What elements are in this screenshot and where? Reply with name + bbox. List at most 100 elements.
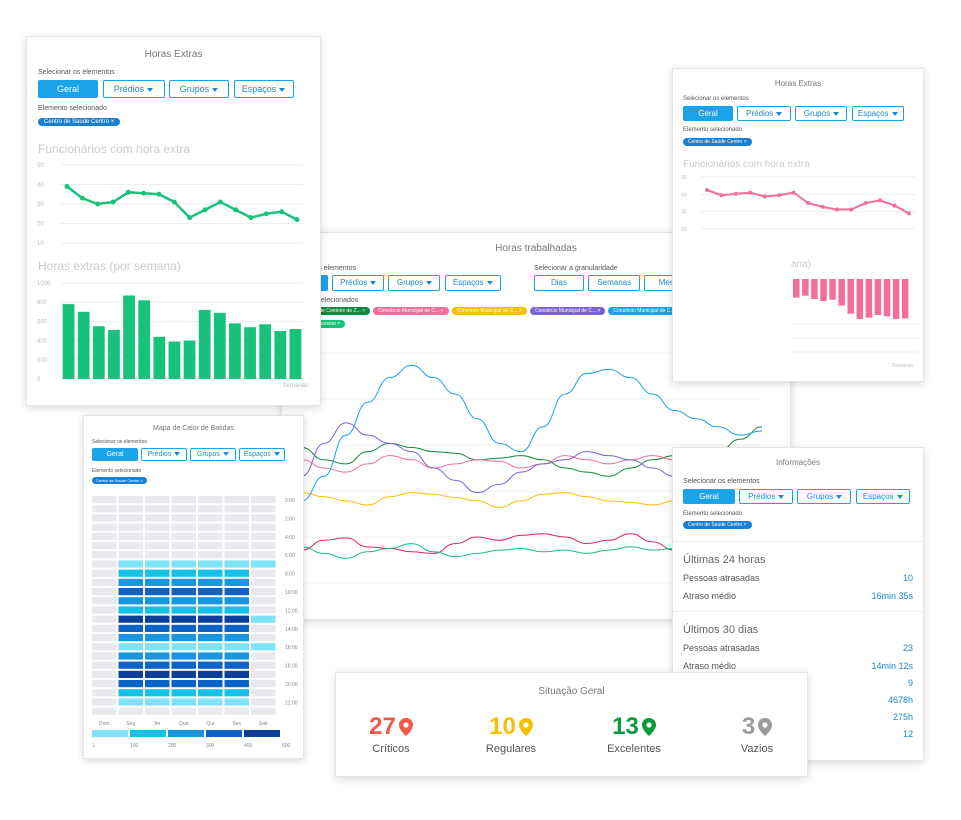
y-tick-label: 0 — [37, 377, 41, 382]
heatmap-cell — [92, 569, 117, 577]
grupos-dropdown[interactable]: Grupos — [795, 106, 848, 121]
data-point — [202, 207, 208, 213]
heatmap-cell — [92, 588, 117, 596]
element-filter-buttons: Geral Prédios Grupos Espaços — [683, 489, 910, 504]
heatmap-cell — [171, 542, 196, 550]
heatmap-cell — [251, 542, 276, 550]
heatmap-cell — [251, 661, 276, 669]
heatmap-cell — [198, 615, 223, 623]
selected-element-chip[interactable]: Centro de Controle de Z... × — [297, 307, 371, 315]
heatmap-cell — [171, 680, 196, 688]
selected-element-chip[interactable]: Consórcio Municipal de C... × — [529, 307, 606, 315]
predios-dropdown[interactable]: Prédios — [332, 275, 385, 291]
predios-dropdown[interactable]: Prédios — [737, 106, 792, 121]
espacos-dropdown[interactable]: Espaços — [851, 106, 904, 121]
espacos-dropdown[interactable]: Espaços — [444, 275, 501, 291]
avg-delay-row: Atraso médio 16min 35s — [683, 591, 913, 601]
selected-element-chip[interactable]: Consórcio Municipal de C... × — [373, 307, 449, 315]
y-tick-label: 40 — [37, 183, 44, 189]
heatmap-cell — [171, 560, 196, 568]
dias-button[interactable]: Dias — [534, 275, 584, 291]
grupos-dropdown[interactable]: Grupos — [388, 275, 441, 291]
predios-dropdown[interactable]: Prédios — [739, 489, 794, 504]
heatmap-cell — [145, 624, 170, 632]
heatmap-cell — [198, 680, 223, 688]
card-title: Informações — [775, 458, 821, 467]
grupos-dropdown[interactable]: Grupos — [797, 489, 852, 504]
geral-button[interactable]: Geral — [683, 489, 735, 504]
geral-button[interactable]: Geral — [92, 448, 138, 461]
data-point — [110, 199, 116, 205]
heatmap-cell — [92, 634, 117, 642]
heatmap-cell — [224, 652, 249, 660]
bar — [802, 279, 809, 296]
select-elements-label: Selecionar os elementos — [683, 478, 760, 485]
heatmap-cell — [118, 496, 143, 504]
espacos-dropdown[interactable]: Espaços — [238, 448, 285, 461]
overtime-card-pink: Horas Extras Selecionar os elementos Ger… — [672, 68, 924, 382]
geral-button[interactable]: Geral — [38, 80, 98, 98]
status-item: 10 Regulares — [476, 713, 546, 755]
heatmap-cell — [224, 496, 249, 504]
grupos-dropdown[interactable]: Grupos — [169, 80, 230, 98]
heatmap-cell — [171, 643, 196, 651]
legend-tick-label: 200 — [168, 743, 177, 749]
semanas-button[interactable]: Semanas — [588, 275, 641, 291]
predios-dropdown[interactable]: Prédios — [102, 80, 165, 98]
y-tick-label: 20 — [37, 222, 44, 228]
espacos-dropdown[interactable]: Espaços — [855, 489, 910, 504]
heatmap-cell — [251, 652, 276, 660]
legend-tick-label: 400 — [244, 743, 253, 749]
espacos-dropdown[interactable]: Espaços — [233, 80, 294, 98]
employees-overtime-title: Funcionários com hora extra — [38, 142, 191, 156]
selected-element-chip[interactable]: Consórcio Municipal de C... × — [608, 307, 684, 315]
heatmap-cell — [118, 634, 143, 642]
heatmap-cell — [224, 532, 249, 540]
heatmap-cell — [198, 569, 223, 577]
heatmap-cell — [171, 615, 196, 623]
granularity-buttons: Dias Semanas Meses — [534, 275, 697, 291]
heatmap-cell — [145, 597, 170, 605]
heatmap-cell — [251, 680, 276, 688]
heatmap-cell — [92, 523, 117, 531]
selected-element-chip[interactable]: Centro de Saúde Centro × — [38, 118, 121, 126]
geral-button[interactable]: Geral — [683, 106, 733, 121]
x-axis-label: Semanas — [282, 383, 308, 389]
predios-dropdown[interactable]: Prédios — [140, 448, 187, 461]
bar — [274, 331, 287, 379]
data-point — [125, 189, 131, 195]
data-point — [233, 207, 239, 213]
row-label: 20:00 — [285, 682, 298, 688]
row-label: 16:00 — [285, 645, 298, 651]
card-title: Horas Extras — [144, 49, 203, 60]
selected-element-chip[interactable]: Centro de Saúde Centro × — [92, 477, 147, 484]
x-axis-label: Semanas — [891, 363, 913, 369]
y-tick-label: 200 — [37, 358, 48, 364]
heatmap-cell — [251, 634, 276, 642]
heatmap-cell — [118, 578, 143, 586]
heatmap-cell — [171, 505, 196, 513]
heatmap-cell — [198, 560, 223, 568]
legend-swatch — [206, 730, 242, 737]
selected-element-chip[interactable]: Centro de Saúde Centro × — [683, 138, 752, 146]
bar — [168, 341, 181, 379]
bar — [901, 279, 909, 319]
heatmap-cell — [118, 689, 143, 697]
selected-element-chip[interactable]: Centro de Saúde Centro × — [683, 521, 752, 529]
bar — [123, 295, 135, 379]
heatmap-cell — [251, 698, 276, 706]
grupos-dropdown[interactable]: Grupos — [189, 448, 236, 461]
heatmap-cell — [224, 661, 249, 669]
heatmap-cell — [171, 578, 196, 586]
legend-swatch — [244, 730, 280, 737]
heatmap-cell — [145, 514, 170, 522]
employees-overtime-title: Funcionários com hora extra — [683, 159, 810, 170]
selected-element-chip[interactable]: Consórcio Municipal de C... × — [451, 307, 527, 315]
heatmap-cell — [224, 615, 249, 623]
bar — [874, 279, 882, 315]
heatmap-cell — [145, 569, 170, 577]
heatmap-cell — [171, 652, 196, 660]
status-count: 10 — [489, 713, 516, 740]
overtime-hours-title: Horas extras (por semana) — [38, 259, 181, 273]
heatmap-cell — [224, 597, 249, 605]
